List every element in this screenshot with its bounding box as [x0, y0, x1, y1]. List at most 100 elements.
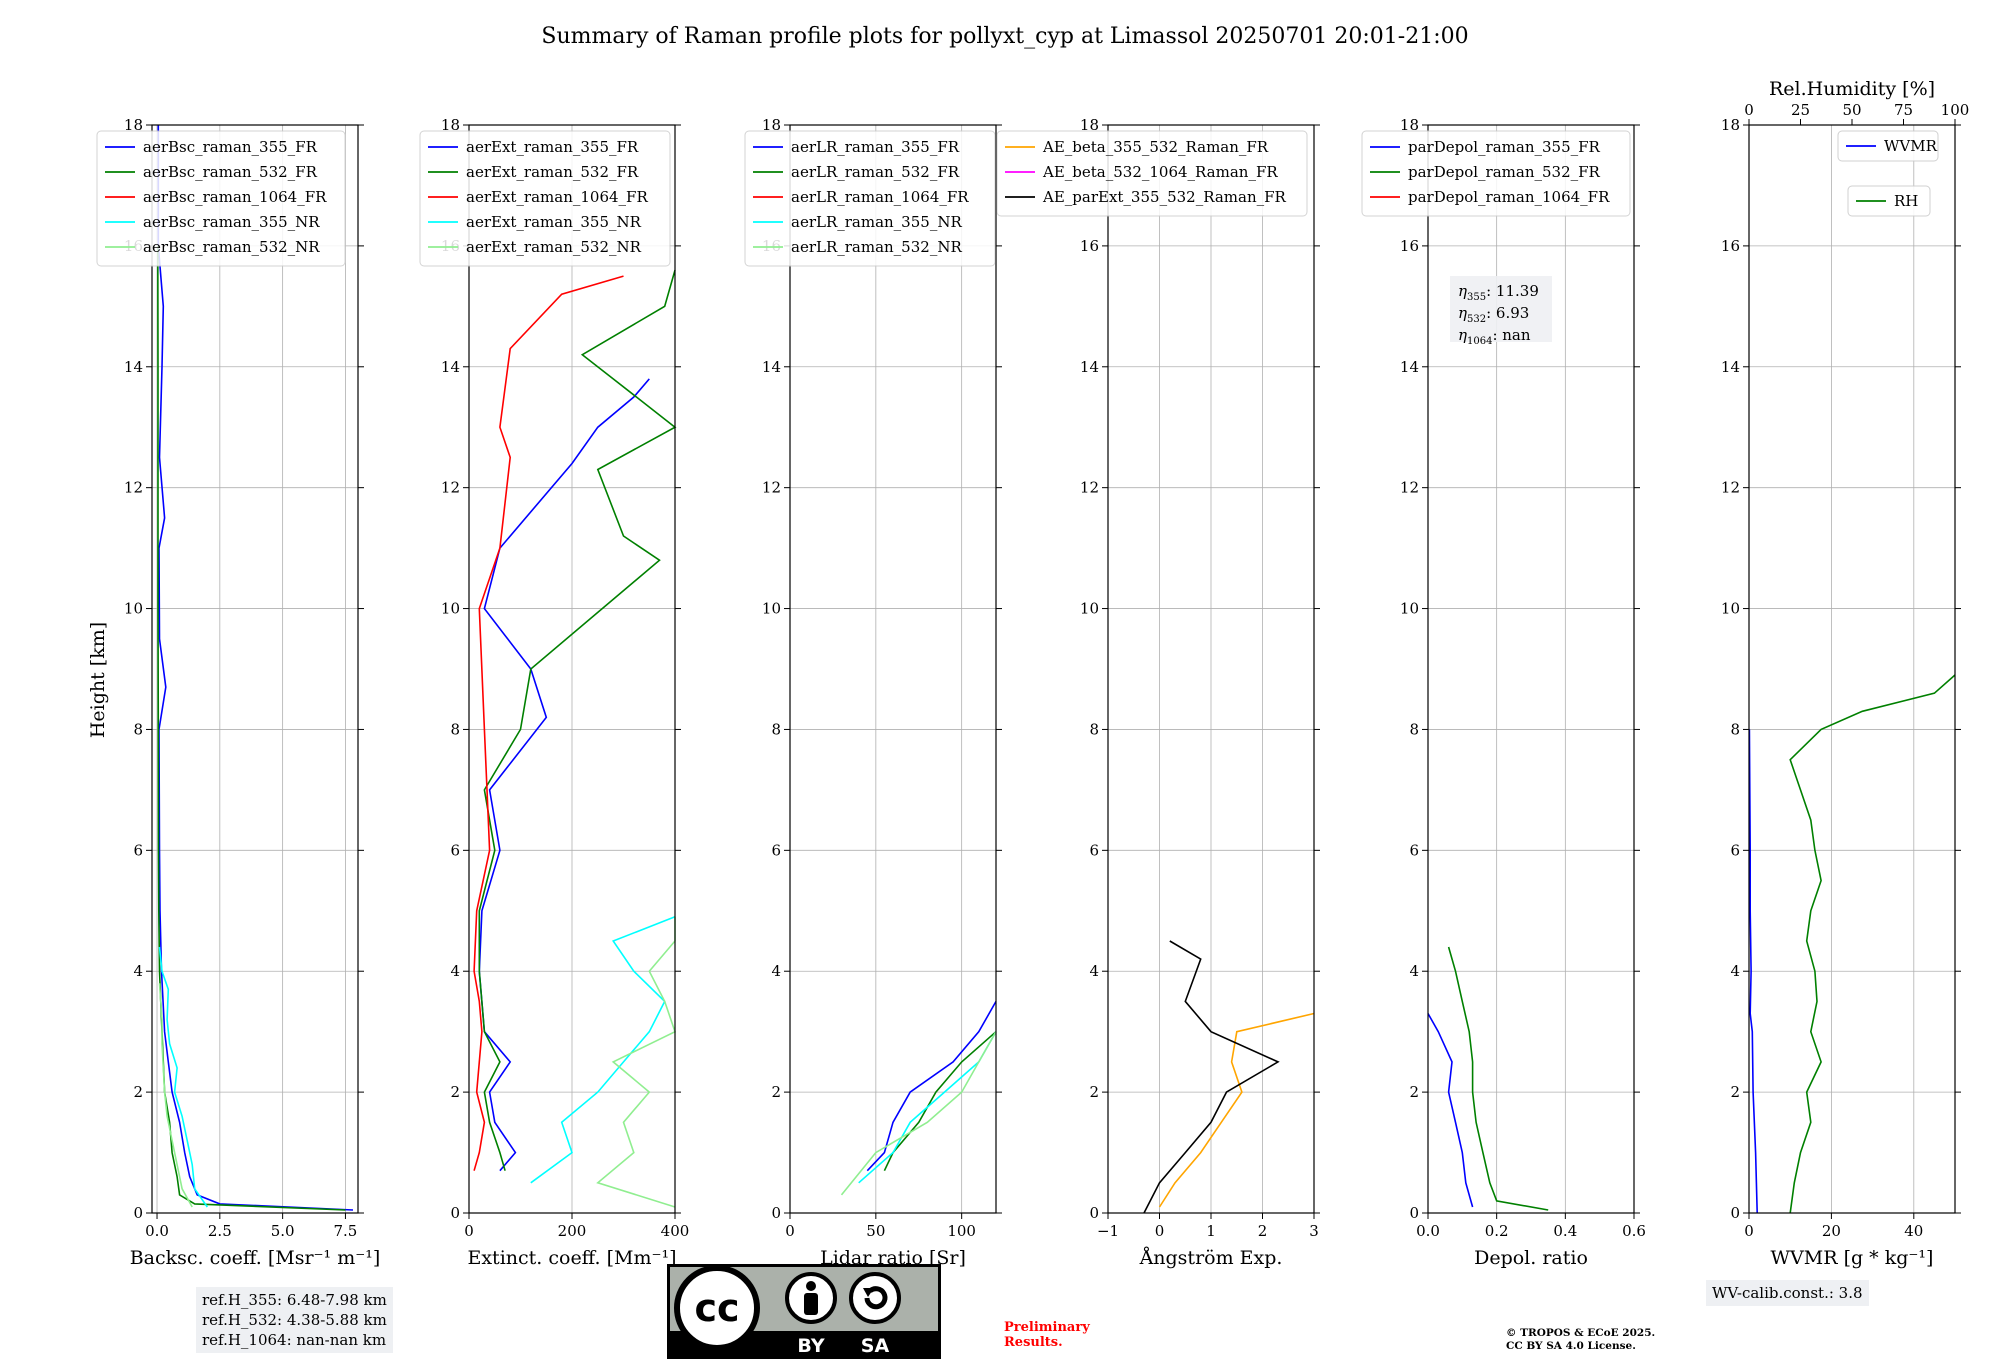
series-line [478, 378, 650, 1172]
preliminary-line-1: Preliminary [1004, 1320, 1090, 1335]
y-tick-label: 18 [1080, 116, 1099, 134]
legend-label: parDepol_raman_1064_FR [1408, 188, 1610, 206]
preliminary-note: Preliminary Results. [1004, 1320, 1090, 1350]
sa-share-arrowhead [863, 1288, 874, 1297]
y-tick-label: 10 [1080, 600, 1099, 618]
y-tick-label: 2 [771, 1083, 781, 1101]
legend-label: aerLR_raman_355_NR [791, 213, 962, 231]
sa-share-icon [849, 1272, 901, 1324]
x-axis-label: Backsc. coeff. [Msr⁻¹ m⁻¹] [130, 1247, 381, 1269]
x-tick-label: 0 [1155, 1222, 1165, 1240]
legend-box [1361, 130, 1631, 217]
y-tick-label: 6 [1730, 841, 1740, 859]
series-line [1789, 674, 1956, 1214]
top-x-axis-label: Rel.Humidity [%] [1769, 78, 1935, 100]
legend-label: aerBsc_raman_1064_FR [143, 188, 327, 206]
y-tick-label: 4 [1730, 962, 1740, 980]
y-tick-label: 14 [124, 358, 143, 376]
y-tick-label: 14 [1721, 358, 1740, 376]
y-tick-label: 8 [1089, 720, 1099, 738]
y-tick-label: 0 [133, 1204, 143, 1222]
legend-label: aerExt_raman_1064_FR [466, 188, 648, 206]
legend-label: aerLR_raman_355_FR [791, 138, 960, 156]
eta-annotation: η355: 11.39 η532: 6.93 η1064: nan [1450, 276, 1552, 347]
y-tick-label: 4 [1409, 962, 1419, 980]
sa-share-arrow [864, 1286, 888, 1310]
y-tick-label: 6 [1409, 841, 1419, 859]
series-line [157, 245, 346, 1211]
y-tick-label: 4 [771, 962, 781, 980]
y-tick-label: 16 [1400, 237, 1419, 255]
legend-label: RH [1894, 192, 1918, 210]
panel-ext: 0246810121416180200400Extinct. coeff. [M… [419, 116, 690, 1269]
x-tick-label: 0 [785, 1222, 795, 1240]
y-tick-label: 14 [762, 358, 781, 376]
y-tick-label: 12 [124, 479, 143, 497]
series-line [883, 1031, 997, 1172]
legend-label: aerLR_raman_532_NR [791, 238, 962, 256]
y-tick-label: 8 [450, 720, 460, 738]
y-tick-label: 0 [450, 1204, 460, 1222]
legend-label: parDepol_raman_355_FR [1408, 138, 1601, 156]
x-tick-label: 2.5 [208, 1222, 232, 1240]
wv-calibration-text: WV-calib.const.: 3.8 [1712, 1284, 1863, 1302]
legend-label: aerLR_raman_1064_FR [791, 188, 969, 206]
axes-frame [789, 124, 997, 1214]
top-x-tick-label: 0 [1744, 101, 1754, 119]
y-tick-label: 12 [762, 479, 781, 497]
y-tick-label: 10 [441, 600, 460, 618]
x-tick-label: 100 [947, 1222, 976, 1240]
legend-label: aerExt_raman_355_NR [466, 213, 642, 231]
y-tick-label: 10 [1400, 600, 1419, 618]
y-tick-label: 8 [1409, 720, 1419, 738]
eta-1064: η1064: nan [1458, 326, 1531, 347]
x-tick-label: 0.4 [1553, 1222, 1577, 1240]
series-line [840, 1031, 997, 1196]
y-tick-label: 0 [1409, 1204, 1419, 1222]
eta-annotation-bg [1450, 276, 1552, 342]
legend-label: parDepol_raman_532_FR [1408, 163, 1601, 181]
eta-355: η355: 11.39 [1458, 282, 1539, 303]
legend-label: AE_parExt_355_532_Raman_FR [1042, 188, 1287, 206]
by-person-head [806, 1281, 816, 1291]
x-tick-label: 2 [1258, 1222, 1268, 1240]
y-tick-label: 12 [1400, 479, 1419, 497]
preliminary-line-2: Results. [1004, 1335, 1063, 1350]
y-tick-label: 6 [1089, 841, 1099, 859]
legend-label: aerExt_raman_532_FR [466, 163, 639, 181]
legend-box [996, 130, 1308, 217]
y-axis-label: Height [km] [87, 622, 109, 738]
y-tick-label: 12 [441, 479, 460, 497]
y-tick-label: 8 [133, 720, 143, 738]
series-line [530, 916, 676, 1184]
y-tick-label: 2 [450, 1083, 460, 1101]
copyright-note: © TROPOS & ECoE 2025. CC BY SA 4.0 Licen… [1506, 1327, 1655, 1353]
copyright-line-2: CC BY SA 4.0 License. [1506, 1340, 1636, 1352]
panel-depol: 0 2 4 6 8 10 12 14 16 18 0.0 0.2 0.4 0.6 Depol. ratio p… [1361, 116, 1646, 1269]
legend-label: WVMR [1884, 137, 1938, 155]
y-tick-label: 2 [1409, 1083, 1419, 1101]
top-x-tick-label: 100 [1941, 101, 1970, 119]
legend-box [96, 130, 346, 267]
series-line [473, 275, 624, 1171]
x-tick-label: 3 [1309, 1222, 1319, 1240]
y-tick-label: 0 [1089, 1204, 1099, 1222]
x-tick-label: 5.0 [271, 1222, 295, 1240]
axes-frame [1427, 124, 1635, 1214]
x-tick-label: 40 [1904, 1222, 1923, 1240]
x-tick-label: 0.2 [1485, 1222, 1509, 1240]
top-x-tick-label: 50 [1842, 101, 1861, 119]
y-tick-label: 16 [1080, 237, 1099, 255]
x-tick-label: 400 [661, 1222, 690, 1240]
x-tick-label: 50 [866, 1222, 885, 1240]
legend-box [1847, 185, 1931, 217]
y-tick-label: 6 [133, 841, 143, 859]
x-tick-label: 0 [464, 1222, 474, 1240]
y-tick-label: 0 [771, 1204, 781, 1222]
legend-label: aerBsc_raman_355_FR [143, 138, 318, 156]
series-line [157, 125, 354, 1211]
series-line [158, 946, 208, 1208]
